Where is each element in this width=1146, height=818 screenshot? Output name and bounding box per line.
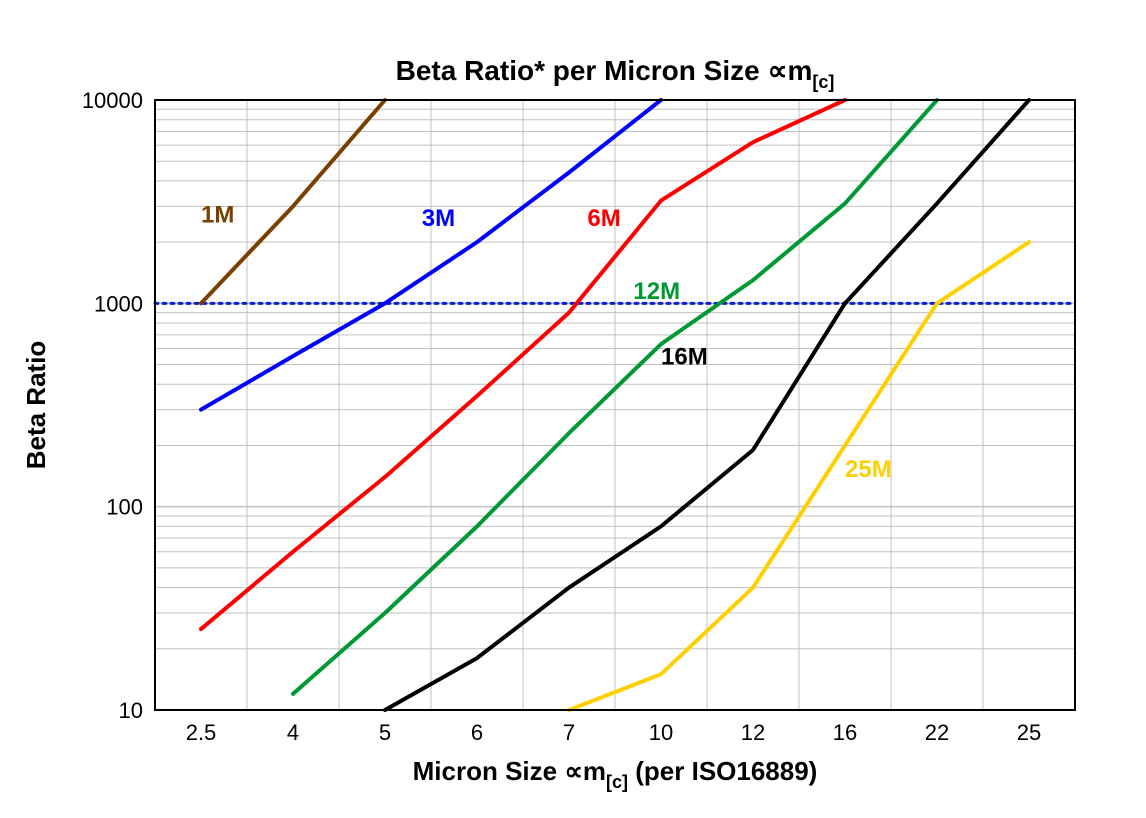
y-tick-label: 100 [106,495,143,520]
series-label-3M: 3M [422,205,455,232]
x-tick-label: 7 [563,720,575,745]
series-label-1M: 1M [201,201,234,228]
series-label-6M: 6M [587,205,620,232]
series-label-16M: 16M [661,344,708,371]
x-tick-label: 4 [287,720,299,745]
beta-ratio-chart: 1M 3M 6M 12M 16M 25M 2.5 4 5 6 7 10 12 16 22 25 10 100 100… [0,0,1146,818]
chart-container: 1M 3M 6M 12M 16M 25M 2.5 4 5 6 7 10 12 16 22 25 10 100 100… [0,0,1146,818]
series-label-25M: 25M [845,456,892,483]
y-tick-label: 10 [119,698,143,723]
y-tick-label: 10000 [82,88,143,113]
x-tick-label: 12 [741,720,765,745]
y-axis-label: Beta Ratio [21,341,51,470]
x-tick-label: 6 [471,720,483,745]
series-label-12M: 12M [633,278,680,305]
x-tick-label: 5 [379,720,391,745]
x-tick-label: 2.5 [186,720,217,745]
x-tick-label: 22 [925,720,949,745]
x-tick-label: 10 [649,720,673,745]
x-tick-label: 16 [833,720,857,745]
x-tick-label: 25 [1017,720,1041,745]
y-tick-label: 1000 [94,291,143,316]
